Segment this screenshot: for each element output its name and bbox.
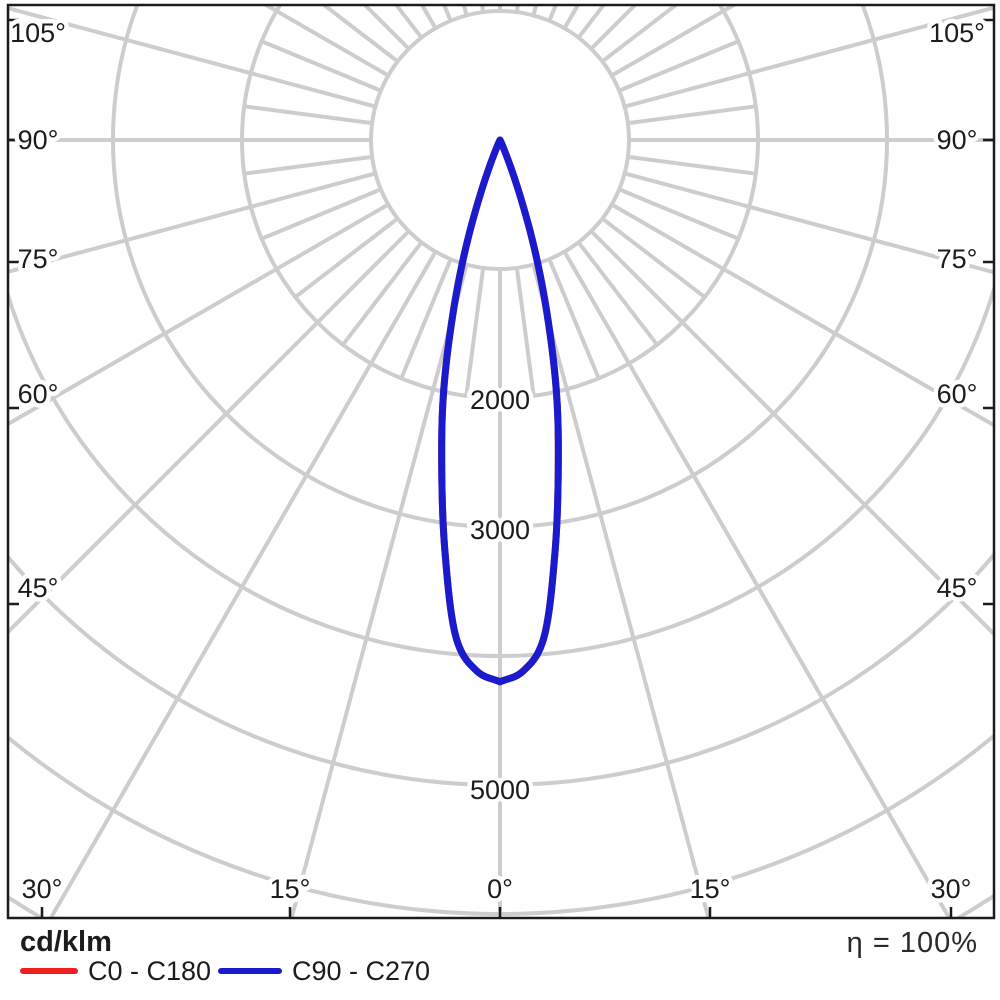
gamma-label-right: 105° bbox=[929, 18, 985, 48]
ring-label-5000: 5000 bbox=[470, 775, 530, 805]
legend-label-c90-c270: C90 - C270 bbox=[292, 955, 431, 986]
gamma-label-right: 45° bbox=[937, 573, 978, 603]
gamma-label-bottom: 0° bbox=[487, 874, 513, 904]
gamma-label-left: 60° bbox=[18, 379, 59, 409]
legend-swatch-c0-c180 bbox=[20, 968, 78, 974]
gamma-label-right: 75° bbox=[937, 244, 978, 274]
polar-diagram-svg: 105° 90° 75° 60° 45° 105° 90° 75° 60° 45° 30° 15° 0°… bbox=[6, 3, 996, 920]
ring-label-3000: 3000 bbox=[470, 515, 530, 545]
gamma-label-right: 60° bbox=[937, 379, 978, 409]
gamma-label-bottom: 30° bbox=[22, 874, 63, 904]
ring-label-2000: 2000 bbox=[470, 385, 530, 415]
axis-labels: 105° 90° 75° 60° 45° 105° 90° 75° 60° 45° 30° 15° 0°… bbox=[6, 14, 990, 909]
intensity-curves bbox=[438, 136, 562, 686]
gamma-label-left: 45° bbox=[18, 573, 59, 603]
polar-grid bbox=[9, 6, 993, 917]
gamma-ticks bbox=[8, 18, 994, 918]
gamma-label-left: 90° bbox=[18, 125, 59, 155]
legend-label-c0-c180: C0 - C180 bbox=[88, 955, 212, 986]
plot-frame bbox=[6, 3, 996, 920]
polar-diagram: 105° 90° 75° 60° 45° 105° 90° 75° 60° 45° 30° 15° 0°… bbox=[6, 3, 996, 920]
legend-item-c0-c180: C0 - C180 bbox=[20, 956, 211, 986]
curve-c90-c270 bbox=[438, 136, 562, 686]
legend-swatch-c90-c270 bbox=[218, 968, 282, 974]
gamma-label-right: 90° bbox=[937, 125, 978, 155]
gamma-label-bottom: 15° bbox=[690, 874, 731, 904]
gamma-label-bottom: 15° bbox=[270, 874, 311, 904]
gamma-label-bottom: 30° bbox=[931, 874, 972, 904]
gamma-label-left: 105° bbox=[10, 18, 66, 48]
units-label: cd/klm bbox=[20, 926, 112, 958]
legend-item-c90-c270: C90 - C270 bbox=[218, 956, 430, 986]
efficiency-label: η = 100% bbox=[846, 927, 978, 959]
gamma-label-left: 75° bbox=[18, 244, 59, 274]
